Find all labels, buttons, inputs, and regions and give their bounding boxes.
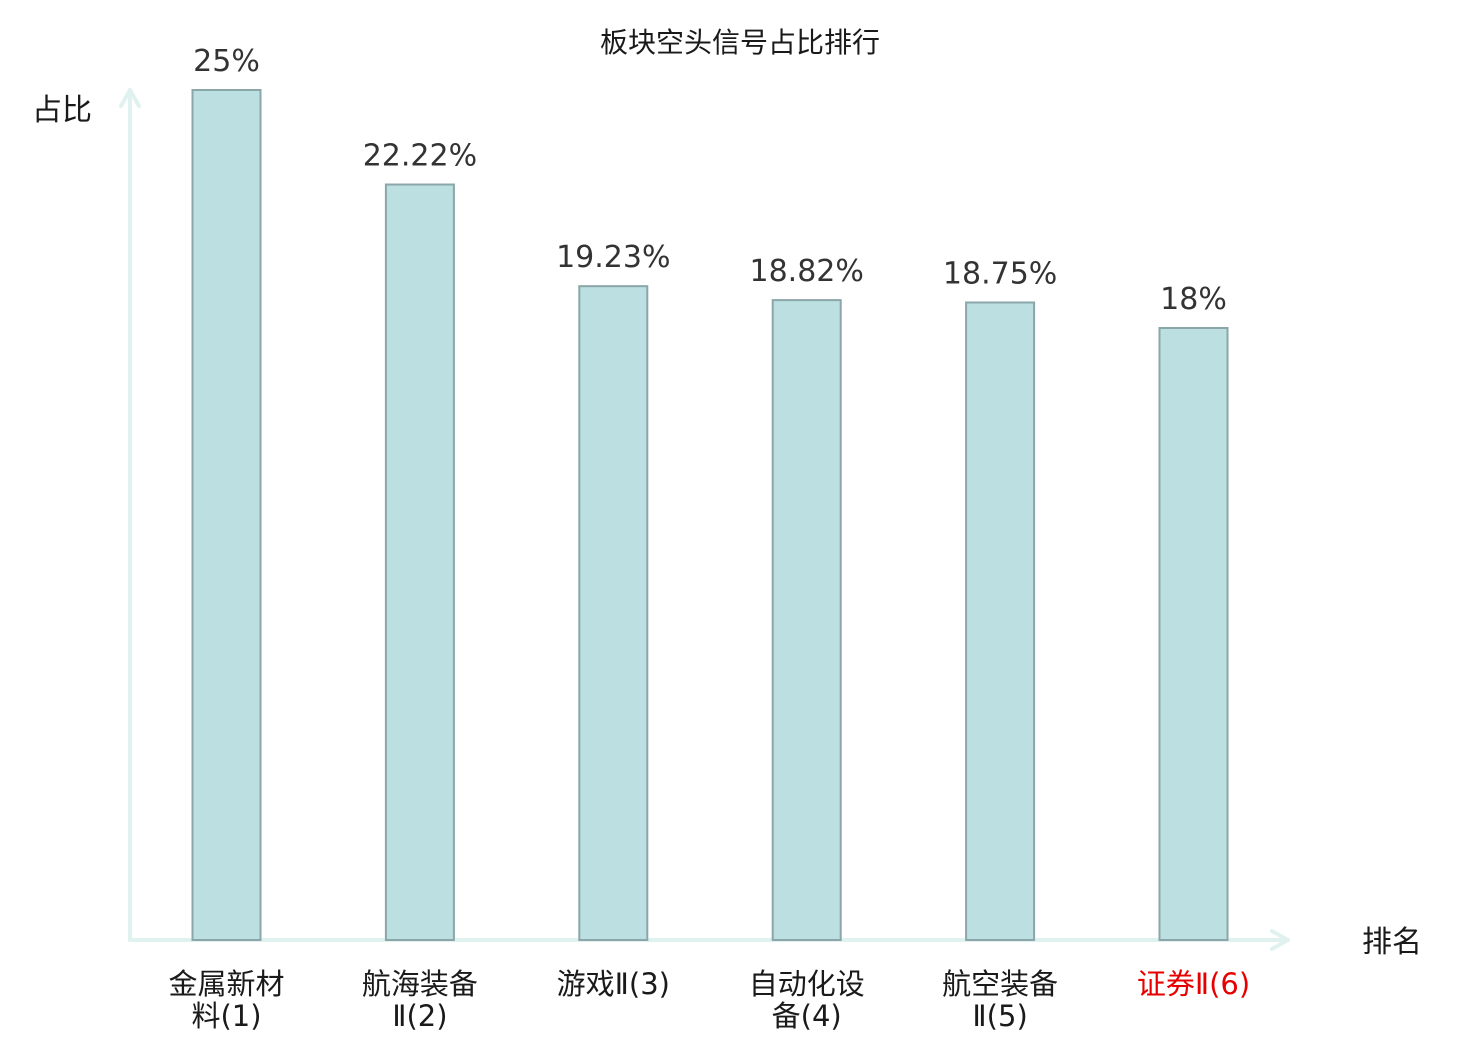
chart-title: 板块空头信号占比排行 <box>600 26 880 59</box>
bar <box>191 89 262 941</box>
data-label: 18% <box>1160 282 1227 317</box>
value-labels: 25% 22.22% 19.23% 18.82% 18.75% 18% <box>193 44 1227 317</box>
x-tick-label: 证券Ⅱ(6) <box>1137 967 1250 1001</box>
data-label: 19.23% <box>556 240 670 275</box>
x-tick-label: 金属新材 <box>168 967 284 1001</box>
x-tick-label: 航空装备 <box>942 967 1058 1001</box>
x-tick-label: Ⅱ(2) <box>392 999 447 1033</box>
x-tick-label: 备(4) <box>772 999 842 1033</box>
x-tick-label: Ⅱ(5) <box>972 999 1027 1033</box>
y-axis-title: 占比 <box>32 93 92 128</box>
x-axis-title: 排名 <box>1362 925 1422 960</box>
data-label: 25% <box>193 44 260 79</box>
data-label: 18.82% <box>750 254 864 289</box>
axes <box>119 88 1290 951</box>
bar <box>965 301 1036 941</box>
x-tick-label: 航海装备 <box>362 967 478 1001</box>
bar <box>771 299 842 941</box>
y-axis-arrow <box>119 88 141 108</box>
x-axis-arrow <box>1270 929 1290 951</box>
bar <box>578 285 649 941</box>
x-tick-label: 自动化设 <box>749 967 865 1001</box>
x-tick-label: 料(1) <box>191 999 261 1033</box>
data-label: 22.22% <box>363 139 477 174</box>
bars <box>191 89 1229 941</box>
bar <box>1158 327 1229 941</box>
x-tick-label: 游戏Ⅱ(3) <box>557 967 670 1001</box>
data-label: 18.75% <box>943 257 1057 292</box>
bar <box>384 183 455 941</box>
